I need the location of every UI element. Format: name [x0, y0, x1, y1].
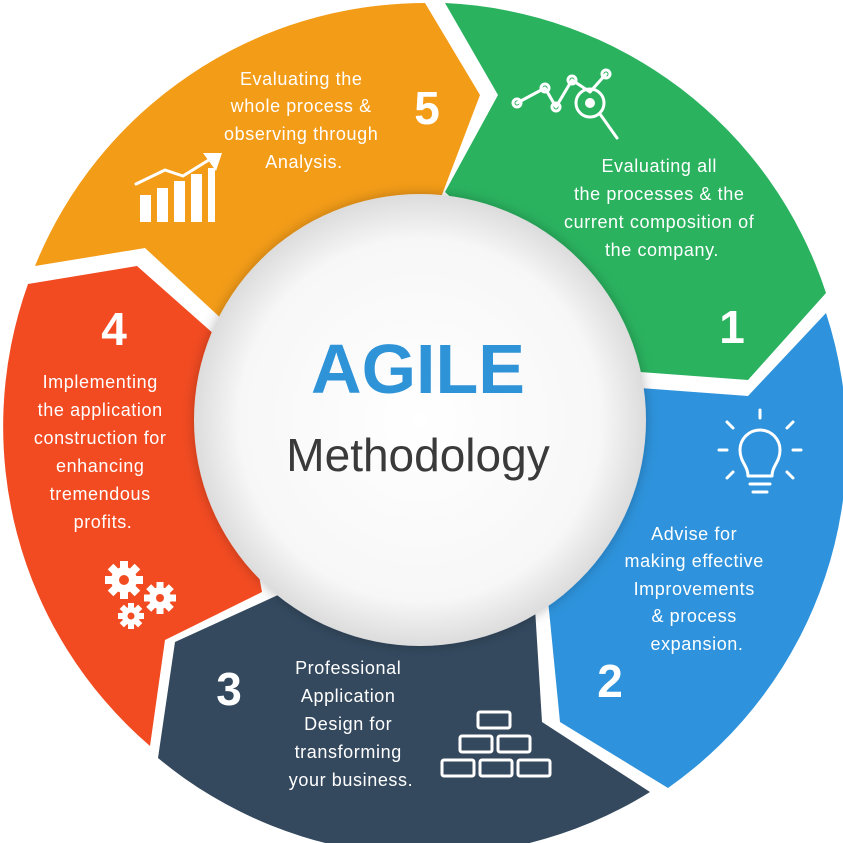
- center-subtitle: Methodology: [286, 429, 549, 481]
- segment-5-number: 5: [414, 82, 440, 134]
- segment-3-number: 3: [216, 663, 242, 715]
- center-circle: [194, 194, 646, 646]
- segment-4-line: tremendous: [50, 484, 151, 504]
- segment-2-line: Improvements: [634, 579, 755, 599]
- segment-1-line: the processes & the: [574, 184, 745, 204]
- segment-2-text: Advise for making effective Improvements…: [625, 524, 770, 654]
- segment-2-line: Advise for: [651, 524, 737, 544]
- segment-3-line: Professional: [295, 658, 401, 678]
- segment-5: [35, 3, 480, 322]
- segment-2-number: 2: [597, 655, 623, 707]
- segment-5-line: Analysis.: [265, 152, 342, 172]
- segment-5-line: Evaluating the: [240, 69, 362, 89]
- segment-3-line: transforming: [295, 742, 402, 762]
- segment-1-text: Evaluating all the processes & the curre…: [564, 156, 760, 260]
- segment-1-line: current composition of: [564, 212, 755, 232]
- segment-5-line: observing through: [224, 124, 378, 144]
- segment-3: [158, 595, 650, 843]
- segment-1-line: Evaluating all: [601, 156, 716, 176]
- segment-1-line: the company.: [605, 240, 719, 260]
- segment-4-line: Implementing: [43, 372, 158, 392]
- segment-5-line: whole process &: [230, 96, 372, 116]
- segment-3-line: your business.: [289, 770, 413, 790]
- growth-chart-icon: [134, 153, 222, 222]
- segment-2-line: & process: [651, 606, 736, 626]
- lightbulb-icon: [717, 408, 803, 494]
- segment-1: [445, 3, 826, 380]
- segment-3-text: Professional Application Design for tran…: [289, 658, 413, 790]
- gears-icon: [105, 561, 176, 629]
- segment-2-line: making effective: [625, 551, 764, 571]
- analytics-magnifier-icon: [511, 68, 619, 140]
- segment-4-text: Implementing the application constructio…: [34, 372, 172, 532]
- segment-3-line: Application: [301, 686, 396, 706]
- segment-4-line: enhancing: [56, 456, 144, 476]
- segment-3-line: Design for: [304, 714, 392, 734]
- segment-4-line: construction for: [34, 428, 167, 448]
- segment-2-line: expansion.: [650, 634, 743, 654]
- segment-5-text: Evaluating the whole process & observing…: [224, 69, 384, 172]
- segment-4-number: 4: [101, 303, 127, 355]
- segment-1-number: 1: [719, 301, 745, 353]
- center-title: AGILE: [311, 330, 525, 408]
- segment-4-line: profits.: [74, 512, 133, 532]
- bricks-icon: [440, 710, 552, 778]
- segment-4-line: the application: [38, 400, 163, 420]
